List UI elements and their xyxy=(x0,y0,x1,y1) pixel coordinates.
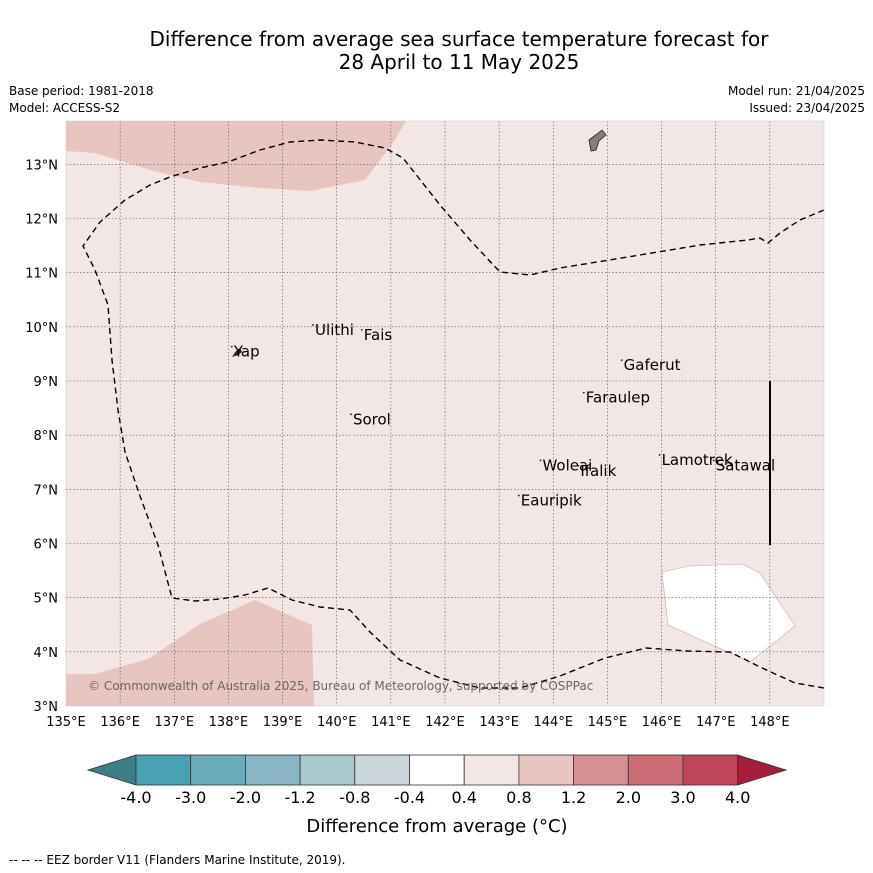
place-label: Fais xyxy=(364,326,393,344)
lon-tick-label: 141°E xyxy=(371,715,411,730)
base-period: Base period: 1981-2018 xyxy=(9,84,154,98)
lon-tick-label: 146°E xyxy=(642,715,682,730)
lon-tick-label: 139°E xyxy=(263,715,303,730)
lon-tick-label: 147°E xyxy=(696,715,736,730)
model-run: Model run: 21/04/2025 xyxy=(727,84,865,98)
map-frame xyxy=(65,120,825,707)
lon-tick-label: 138°E xyxy=(209,715,249,730)
colorbar-segment xyxy=(354,754,410,786)
lon-tick-label: 145°E xyxy=(588,715,628,730)
colorbar-tick-label: -1.2 xyxy=(284,788,315,807)
place-label: Ifalik xyxy=(580,462,616,480)
colorbar-tick-label: 4.0 xyxy=(725,788,750,807)
atoll-marker xyxy=(539,459,542,462)
atoll-marker xyxy=(712,459,715,462)
place-label: Woleai xyxy=(542,456,592,474)
colorbar-segment xyxy=(682,754,739,786)
lat-tick-label: 10°N xyxy=(25,321,58,336)
copyright-notice: © Commonwealth of Australia 2025, Bureau… xyxy=(88,679,593,693)
anomaly-region-south xyxy=(66,600,314,706)
colorbar-tick-label: -4.0 xyxy=(120,788,151,807)
model-name: Model: ACCESS-S2 xyxy=(9,101,121,115)
colorbar-over-arrow xyxy=(737,754,788,786)
place-label: Gaferut xyxy=(624,356,681,374)
colorbar-tick-label: 2.0 xyxy=(616,788,641,807)
place-label: Satawal xyxy=(716,456,775,474)
lat-tick-label: 12°N xyxy=(25,213,58,228)
place-label: Sorol xyxy=(353,410,391,428)
lat-tick-label: 13°N xyxy=(25,158,58,173)
guam-island xyxy=(588,129,607,152)
lat-tick-label: 4°N xyxy=(34,646,59,661)
colorbar-tick-label: -2.0 xyxy=(230,788,261,807)
colorbar-segment xyxy=(190,754,246,786)
atoll-marker xyxy=(577,464,580,467)
colorbar-segment xyxy=(573,754,629,786)
lat-tick-label: 7°N xyxy=(34,483,59,498)
eez-legend-note: -- -- -- EEZ border V11 (Flanders Marine… xyxy=(9,853,346,867)
colorbar-tick-label: -0.4 xyxy=(394,788,425,807)
colorbar-tick-label: 3.0 xyxy=(670,788,695,807)
lat-tick-label: 5°N xyxy=(34,592,59,607)
eez-border xyxy=(82,139,825,689)
colorbar-segment xyxy=(135,754,192,786)
lon-tick-label: 148°E xyxy=(750,715,790,730)
issued-date: Issued: 23/04/2025 xyxy=(749,101,865,115)
colorbar-tick-label: -3.0 xyxy=(175,788,206,807)
atoll-marker xyxy=(230,345,233,348)
neutral-region xyxy=(661,563,796,663)
axis-labels: 135°E 136°E 137°E 138°E 139°E 140°E 141°E 142°E… xyxy=(25,158,789,730)
yap-island xyxy=(232,348,242,357)
place-label: Faraulep xyxy=(586,389,650,407)
lon-tick-label: 137°E xyxy=(155,715,195,730)
lat-tick-label: 9°N xyxy=(34,375,59,390)
lon-tick-label: 142°E xyxy=(425,715,465,730)
atoll-marker xyxy=(517,494,520,497)
atoll-marker xyxy=(582,391,585,394)
place-label: Eauripik xyxy=(521,492,582,510)
place-label: Ulithi xyxy=(315,321,354,339)
title-line-2: 28 April to 11 May 2025 xyxy=(338,50,580,74)
colorbar-segment xyxy=(518,754,575,786)
meta-right: Model run: 21/04/2025 Issued: 23/04/2025 xyxy=(728,83,865,117)
map-title: Difference from average sea surface temp… xyxy=(66,28,852,74)
colorbar-under-arrow xyxy=(86,754,137,786)
gridlines xyxy=(66,121,824,706)
colorbar-tick-label: 0.4 xyxy=(451,788,476,807)
lat-tick-label: 11°N xyxy=(25,267,58,282)
anomaly-region-north xyxy=(66,121,406,191)
lon-tick-label: 144°E xyxy=(534,715,574,730)
title-line-1: Difference from average sea surface temp… xyxy=(149,27,769,51)
colorbar: -4.0 -3.0 -2.0 -1.2 -0.8 -0.4 0.4 0.8 1.2 2.0 3.0 4… xyxy=(86,754,788,807)
place-label: Lamotrek xyxy=(662,451,733,469)
place-labels: Ulithi Fais Yap Gaferut Faraulep Sorol Lamotre… xyxy=(230,321,775,510)
colorbar-segment xyxy=(409,754,465,786)
meta-left: Base period: 1981-2018 Model: ACCESS-S2 xyxy=(9,83,154,117)
lon-tick-label: 136°E xyxy=(100,715,140,730)
colorbar-segment xyxy=(463,754,520,786)
lon-tick-label: 140°E xyxy=(317,715,357,730)
atoll-marker xyxy=(658,454,661,456)
lat-tick-label: 8°N xyxy=(34,429,59,444)
lon-tick-label: 143°E xyxy=(479,715,519,730)
colorbar-tick-label: 0.8 xyxy=(506,788,531,807)
colorbar-title: Difference from average (°C) xyxy=(306,816,567,837)
lat-tick-label: 3°N xyxy=(34,700,59,715)
lon-tick-label: 135°E xyxy=(46,715,86,730)
place-label: Yap xyxy=(233,343,260,361)
atoll-marker xyxy=(312,324,314,326)
colorbar-segment xyxy=(299,754,356,786)
colorbar-segment xyxy=(627,754,684,786)
colorbar-tick-label: 1.2 xyxy=(561,788,586,807)
map-area: Ulithi Fais Yap Gaferut Faraulep Sorol Lamotre… xyxy=(65,120,825,707)
atoll-marker xyxy=(350,413,352,416)
lat-tick-label: 6°N xyxy=(34,538,59,553)
colorbar-tick-label: -0.8 xyxy=(339,788,370,807)
atoll-marker xyxy=(620,359,623,362)
colorbar-segment xyxy=(244,754,301,786)
atoll-marker xyxy=(360,328,363,331)
